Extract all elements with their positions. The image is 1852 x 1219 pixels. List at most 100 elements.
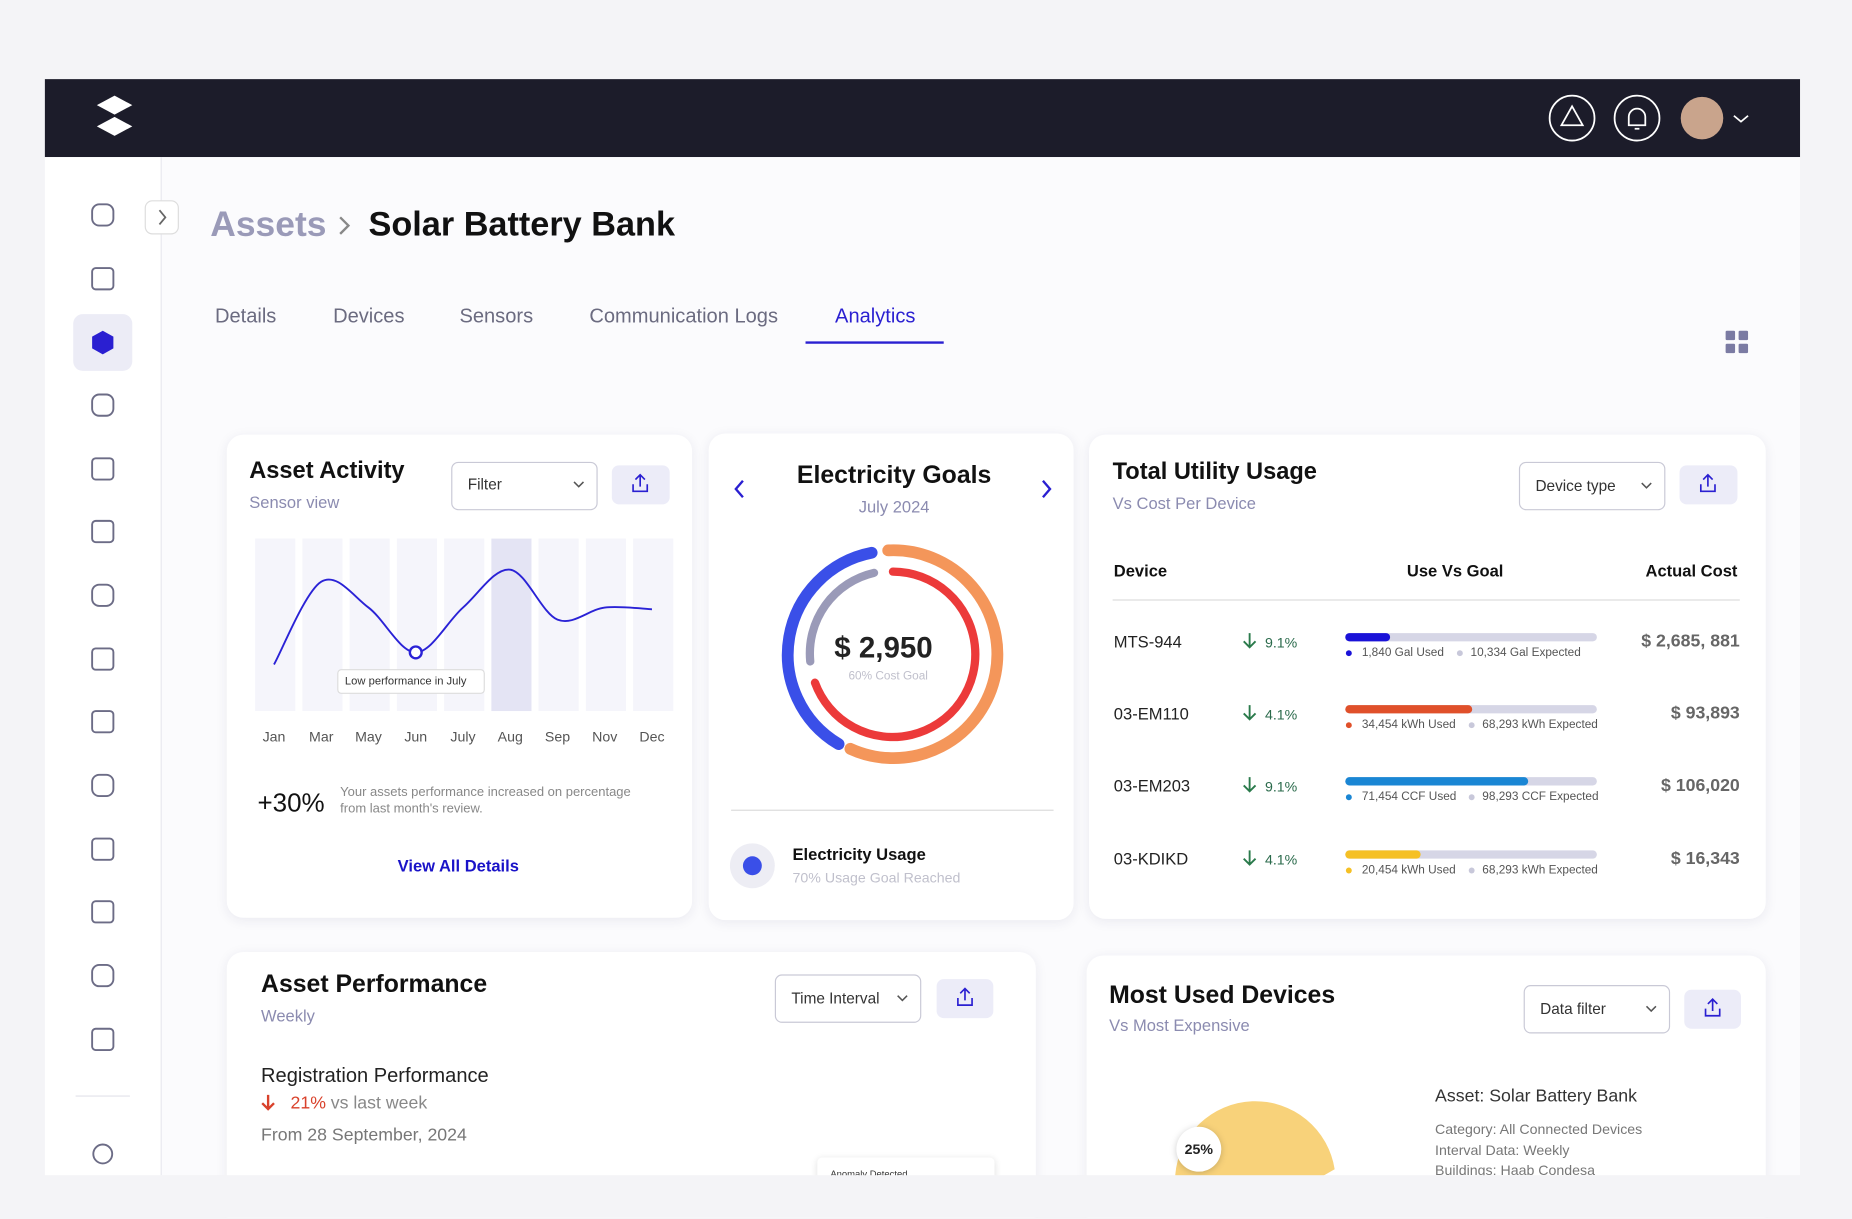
expected-label: 10,334 Gal Expected [1470, 646, 1581, 660]
expected-label: 68,293 kWh Expected [1482, 718, 1598, 732]
metric-title: Registration Performance [261, 1064, 489, 1087]
used-label: 34,454 kWh Used [1361, 718, 1456, 732]
legend-dot [1468, 867, 1475, 874]
data-filter-select[interactable] [1523, 985, 1671, 1034]
detail-line: Buildings: Haab Condesa [1435, 1162, 1596, 1179]
sidebar-icon [91, 203, 115, 227]
avatar[interactable] [1680, 96, 1724, 140]
slice-badge [1176, 1126, 1222, 1172]
tab[interactable]: Analytics [835, 304, 916, 328]
expected-label: 98,293 CCF Expected [1482, 790, 1599, 804]
legend-dot [1345, 794, 1352, 801]
filter-select[interactable] [451, 461, 598, 511]
select-label[interactable]: Data filter [1540, 999, 1606, 1018]
column-band [538, 538, 579, 712]
legend-dot [1468, 722, 1475, 729]
device-name: 03-EM203 [1113, 775, 1191, 795]
x-tick-label: Dec [639, 728, 665, 746]
card-title: Total Utility Usage [1112, 458, 1317, 485]
change: 21% [290, 1093, 327, 1114]
usage-note: 70% Usage Goal Reached [792, 869, 961, 886]
activity-line [273, 568, 653, 665]
time-interval-select[interactable] [774, 974, 922, 1023]
used-label: 1,840 Gal Used [1361, 646, 1444, 660]
column-band [302, 538, 343, 712]
tab[interactable]: Communication Logs [589, 304, 779, 328]
column-header: Device [1113, 561, 1168, 580]
sidebar-icon [91, 519, 115, 544]
card-subtitle: Vs Most Expensive [1109, 1015, 1250, 1035]
x-tick-label: Nov [592, 728, 618, 746]
change-note: Your assets performance increased on per… [340, 785, 631, 817]
bell-button[interactable] [1613, 94, 1661, 142]
card-subtitle: July 2024 [858, 497, 930, 517]
x-tick-label: Sep [544, 728, 571, 746]
goal-donut [781, 544, 1004, 765]
column-header: Actual Cost [1645, 561, 1738, 580]
select-label[interactable]: Device type [1535, 476, 1616, 495]
top-bar [44, 79, 1801, 158]
actual-cost: $ 106,020 [1660, 775, 1740, 796]
change-value: +30% [257, 787, 325, 818]
logo [96, 95, 133, 136]
export-icon [1699, 473, 1716, 493]
goal-amount: $ 2,950 [834, 631, 933, 665]
page-title: Solar Battery Bank [368, 206, 676, 244]
tab[interactable]: Details [214, 304, 277, 328]
card-subtitle: Sensor view [249, 492, 340, 512]
marker [408, 645, 423, 660]
sidebar-icon [91, 964, 115, 988]
select-chevron [573, 481, 585, 488]
tab[interactable]: Devices [333, 304, 405, 328]
highlight-column [491, 538, 532, 712]
column-band [633, 538, 674, 712]
legend-dot [1345, 867, 1352, 874]
card-subtitle: Vs Cost Per Device [1112, 493, 1256, 513]
device-type-select[interactable] [1518, 461, 1666, 511]
export-icon [1704, 998, 1721, 1017]
usage-bar [1345, 777, 1529, 786]
x-tick-label: Jan [262, 728, 286, 746]
profile-chevron[interactable] [1733, 115, 1749, 123]
down-arrow [261, 1094, 275, 1111]
used-label: 20,454 kWh Used [1361, 863, 1456, 877]
device-name: 03-KDIKD [1113, 849, 1189, 869]
detail-line: Category: All Connected Devices [1435, 1120, 1643, 1138]
breadcrumb-separator [339, 216, 351, 235]
grid-view-button[interactable] [1725, 330, 1749, 354]
alert-button[interactable] [1548, 94, 1596, 142]
sidebar-icon [92, 330, 114, 355]
down-arrow [1243, 633, 1257, 649]
legend-dot [1345, 650, 1352, 657]
period-arrows[interactable] [734, 479, 1052, 499]
down-arrow [1243, 850, 1257, 866]
export-icon [957, 987, 973, 1006]
change: 9.1% [1264, 778, 1298, 795]
select-label[interactable]: Time Interval [791, 989, 880, 1007]
legend-dot [1468, 794, 1475, 801]
tab[interactable]: Sensors [459, 304, 534, 328]
select-label[interactable]: Filter [467, 475, 502, 494]
sidebar-icon [91, 647, 115, 671]
asset-name: Asset: Solar Battery Bank [1435, 1086, 1637, 1107]
sidebar-icon [91, 1027, 115, 1051]
actual-cost: $ 93,893 [1670, 703, 1740, 724]
change-note: vs last week [330, 1093, 428, 1114]
detail-line: Interval Data: Weekly [1435, 1141, 1570, 1159]
x-tick-label: Aug [497, 728, 523, 746]
card-title: Asset Performance [261, 970, 488, 999]
usage-bar [1345, 850, 1421, 859]
annotation: Low performance in July [344, 675, 467, 689]
date-range: From 28 September, 2024 [261, 1125, 467, 1146]
view-details-link[interactable]: View All Details [397, 856, 519, 876]
column-header: Use Vs Goal [1406, 561, 1504, 580]
legend-dot [1345, 722, 1352, 729]
export-icon [632, 473, 649, 493]
actual-cost: $ 16,343 [1670, 848, 1740, 869]
annotation-box [337, 669, 485, 694]
used-label: 71,454 CCF Used [1361, 790, 1457, 804]
collapse-button[interactable] [144, 200, 179, 235]
breadcrumb-link[interactable]: Assets [210, 205, 327, 245]
